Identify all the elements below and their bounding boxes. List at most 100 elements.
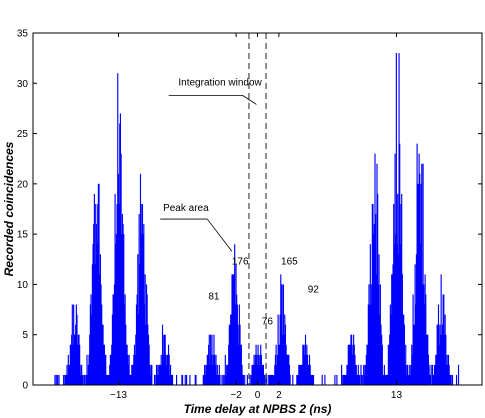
bar	[424, 274, 426, 385]
bar	[65, 374, 67, 385]
bar	[361, 374, 363, 385]
bar	[203, 374, 205, 385]
bar	[224, 354, 226, 385]
bar	[367, 344, 369, 385]
bar	[171, 374, 173, 385]
bar	[431, 364, 434, 385]
bar	[208, 334, 210, 385]
bar	[309, 364, 311, 385]
bar	[440, 274, 442, 385]
bar	[273, 374, 275, 385]
bar	[395, 53, 397, 386]
bar	[296, 374, 299, 385]
bar	[137, 254, 139, 385]
bar	[310, 374, 313, 385]
bar	[349, 344, 351, 385]
bar	[306, 354, 309, 385]
bar	[380, 324, 382, 385]
bar	[356, 374, 358, 385]
bar	[410, 364, 412, 385]
bar	[236, 304, 238, 385]
bar	[137, 314, 140, 385]
bar	[235, 264, 237, 385]
bar	[87, 374, 89, 385]
bar	[377, 193, 379, 385]
bar	[361, 374, 363, 385]
bar	[435, 354, 438, 385]
bar	[357, 364, 359, 385]
bar	[145, 284, 148, 385]
bar	[147, 334, 150, 385]
bar	[299, 364, 301, 385]
bar	[124, 294, 126, 385]
bar	[423, 304, 426, 385]
bar	[449, 374, 452, 385]
bar	[89, 334, 91, 385]
bar	[387, 374, 389, 385]
bar	[75, 324, 77, 385]
bar	[120, 153, 122, 385]
bar	[206, 364, 208, 385]
bar	[133, 354, 135, 385]
bar	[167, 344, 170, 385]
bar	[450, 374, 452, 385]
bar	[406, 364, 408, 385]
bar	[230, 314, 232, 385]
bar	[239, 324, 241, 385]
bar	[429, 374, 432, 385]
bar	[159, 364, 162, 385]
bar	[71, 334, 73, 385]
bar	[258, 364, 260, 385]
bar	[147, 324, 149, 385]
bar	[77, 344, 79, 385]
bar	[417, 183, 419, 385]
bar	[418, 153, 420, 385]
bar	[204, 364, 206, 385]
bar	[122, 224, 124, 385]
bar	[229, 324, 231, 385]
bar	[145, 324, 147, 385]
bar	[448, 364, 450, 385]
bar	[302, 344, 305, 385]
bar	[148, 344, 150, 385]
bar	[345, 374, 347, 385]
x-axis-title: Time delay at NPBS 2 (ns)	[184, 402, 332, 416]
bar	[409, 364, 411, 385]
bar	[101, 324, 103, 385]
bar	[384, 374, 386, 385]
bar	[93, 224, 95, 385]
bar	[298, 364, 300, 385]
bar	[381, 334, 383, 385]
bar	[96, 244, 98, 385]
bar	[86, 354, 88, 385]
bar	[268, 374, 270, 385]
bar	[134, 354, 136, 385]
bar	[377, 284, 379, 385]
bar	[214, 354, 216, 385]
bar	[270, 374, 273, 385]
bar	[312, 374, 314, 385]
bar	[121, 214, 124, 385]
bar	[286, 354, 288, 385]
bar	[102, 324, 104, 385]
bar	[116, 203, 118, 385]
peak-count-label: 165	[281, 256, 298, 267]
bar	[441, 324, 444, 385]
bar	[157, 364, 159, 385]
y-tick-label: 35	[17, 29, 29, 40]
bar	[216, 374, 218, 385]
bar	[202, 374, 204, 385]
bar	[310, 374, 312, 385]
bar	[89, 304, 91, 385]
bar	[224, 374, 226, 385]
bar	[421, 163, 423, 385]
bar	[83, 374, 85, 385]
bar	[352, 344, 354, 385]
bar	[378, 254, 380, 385]
bar	[397, 193, 399, 385]
bar	[246, 374, 248, 385]
bar	[211, 334, 213, 385]
bar	[446, 354, 448, 385]
bar	[119, 113, 122, 386]
bar	[210, 334, 212, 385]
